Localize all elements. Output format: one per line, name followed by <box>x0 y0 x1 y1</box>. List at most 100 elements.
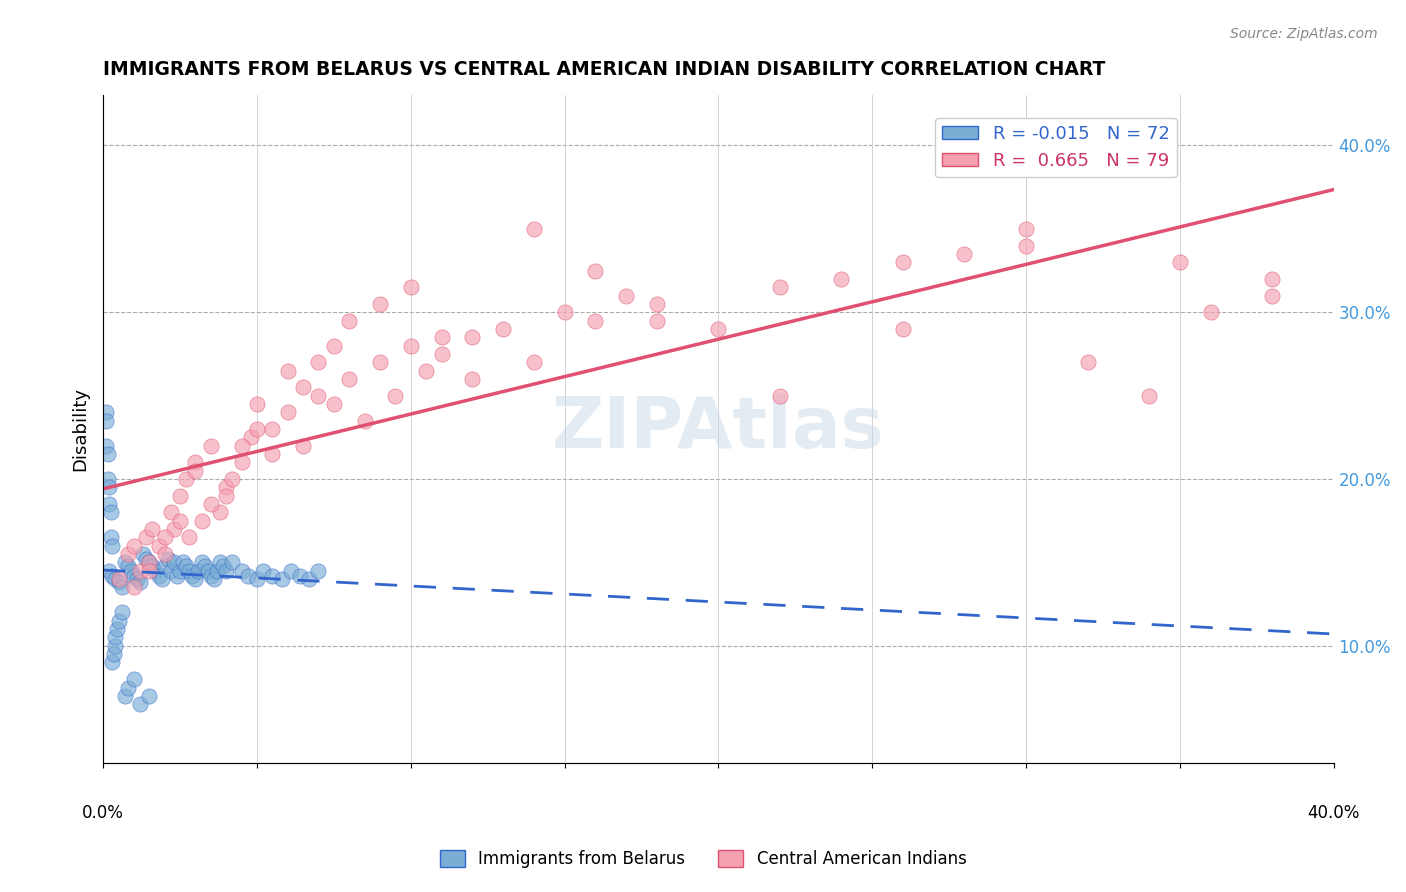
Point <box>262 447 284 461</box>
Point <box>110 606 132 620</box>
Point <box>114 689 136 703</box>
Point <box>184 464 207 478</box>
Point <box>122 568 145 582</box>
Text: ZIPAtlas: ZIPAtlas <box>553 394 884 464</box>
Point <box>96 405 118 419</box>
Point <box>288 568 311 582</box>
Point <box>246 397 269 411</box>
Point <box>707 322 730 336</box>
Point <box>430 330 453 344</box>
Point <box>262 568 284 582</box>
Point <box>104 631 127 645</box>
Point <box>159 505 181 519</box>
Point <box>322 397 344 411</box>
Point <box>415 363 437 377</box>
Point <box>98 497 121 511</box>
Point <box>179 530 201 544</box>
Point <box>138 689 160 703</box>
Point <box>368 355 391 369</box>
Point <box>132 547 155 561</box>
Legend: Immigrants from Belarus, Central American Indians: Immigrants from Belarus, Central America… <box>433 843 973 875</box>
Point <box>120 564 142 578</box>
Legend: R = -0.015   N = 72, R =  0.665   N = 79: R = -0.015 N = 72, R = 0.665 N = 79 <box>935 118 1177 178</box>
Point <box>583 313 606 327</box>
Point <box>830 272 852 286</box>
Point <box>117 547 139 561</box>
Point <box>129 697 152 711</box>
Point <box>100 530 122 544</box>
Point <box>252 564 274 578</box>
Point <box>174 472 197 486</box>
Text: 40.0%: 40.0% <box>1308 805 1360 822</box>
Point <box>169 489 191 503</box>
Point <box>117 681 139 695</box>
Point <box>163 556 186 570</box>
Point <box>104 572 127 586</box>
Point <box>322 338 344 352</box>
Point <box>308 355 330 369</box>
Point <box>891 322 914 336</box>
Point <box>246 422 269 436</box>
Point <box>138 564 160 578</box>
Point <box>554 305 576 319</box>
Point <box>384 389 406 403</box>
Point <box>1261 288 1284 302</box>
Point <box>215 564 238 578</box>
Point <box>169 514 191 528</box>
Point <box>492 322 515 336</box>
Point <box>174 558 197 573</box>
Point <box>156 552 179 566</box>
Point <box>153 530 176 544</box>
Point <box>153 558 176 573</box>
Point <box>262 422 284 436</box>
Point <box>117 558 139 573</box>
Point <box>1261 272 1284 286</box>
Point <box>212 558 235 573</box>
Point <box>399 280 422 294</box>
Point <box>107 575 129 590</box>
Point <box>202 572 225 586</box>
Point <box>98 564 121 578</box>
Point <box>1199 305 1222 319</box>
Point <box>769 389 792 403</box>
Text: IMMIGRANTS FROM BELARUS VS CENTRAL AMERICAN INDIAN DISABILITY CORRELATION CHART: IMMIGRANTS FROM BELARUS VS CENTRAL AMERI… <box>103 60 1105 78</box>
Point <box>583 263 606 277</box>
Point <box>125 572 148 586</box>
Point <box>280 564 302 578</box>
Point <box>645 297 668 311</box>
Point <box>645 313 668 327</box>
Point <box>135 530 157 544</box>
Point <box>239 430 262 444</box>
Point <box>129 575 152 590</box>
Point <box>246 572 269 586</box>
Point <box>208 556 231 570</box>
Point <box>98 480 121 494</box>
Point <box>337 372 360 386</box>
Point <box>187 564 209 578</box>
Point <box>769 280 792 294</box>
Point <box>138 556 160 570</box>
Point <box>461 372 484 386</box>
Point <box>298 572 321 586</box>
Point <box>891 255 914 269</box>
Point <box>101 539 124 553</box>
Point <box>148 539 170 553</box>
Point <box>292 380 315 394</box>
Point <box>221 556 243 570</box>
Point <box>1137 389 1160 403</box>
Point <box>1168 255 1191 269</box>
Point <box>148 568 170 582</box>
Point <box>96 439 118 453</box>
Point <box>231 439 253 453</box>
Point <box>138 556 160 570</box>
Point <box>190 556 212 570</box>
Point <box>166 568 188 582</box>
Point <box>122 672 145 686</box>
Point <box>200 568 222 582</box>
Point <box>96 414 118 428</box>
Point <box>184 572 207 586</box>
Point <box>277 405 299 419</box>
Point <box>135 552 157 566</box>
Point <box>353 414 375 428</box>
Point <box>215 489 238 503</box>
